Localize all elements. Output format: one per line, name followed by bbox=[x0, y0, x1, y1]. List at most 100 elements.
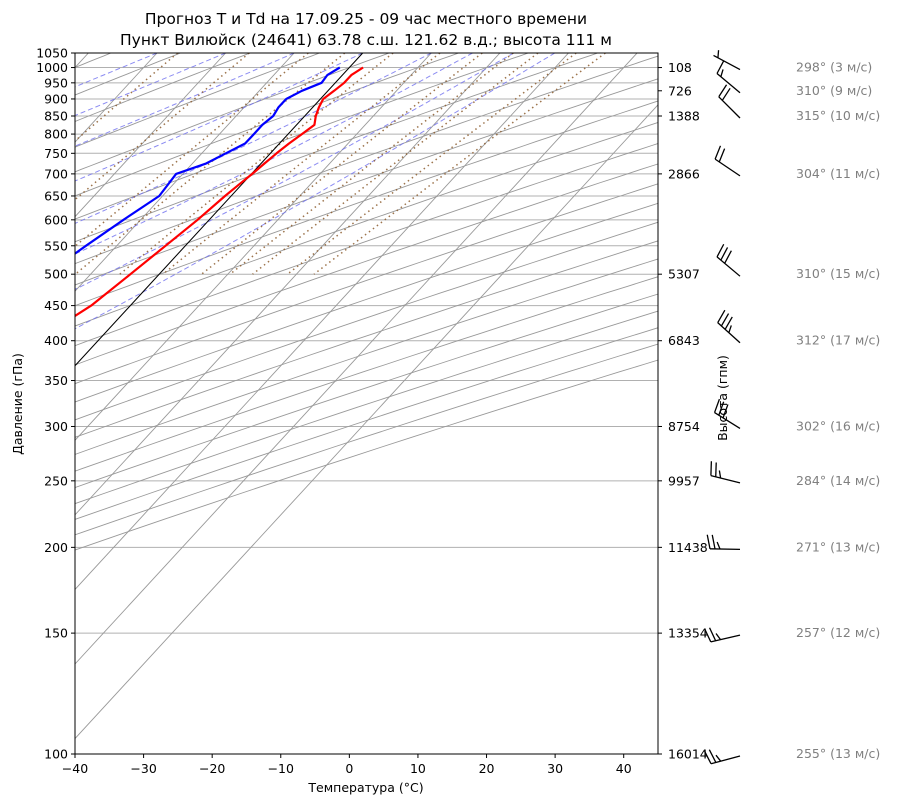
x-tick-label: −20 bbox=[199, 761, 225, 776]
y-tick-label: 700 bbox=[44, 166, 68, 181]
dry-adiabat-line bbox=[75, 310, 658, 505]
dry-adiabat-line bbox=[75, 258, 658, 455]
dry-adiabat-line bbox=[75, 240, 658, 438]
isotherm-line bbox=[75, 53, 432, 441]
dry-adiabat-line bbox=[75, 55, 658, 265]
moist-adiabat-line bbox=[75, 53, 556, 330]
height-tick-label: 8754 bbox=[668, 419, 700, 434]
height-axis-ticks: 16014 13354 11438 9957 8754 6843 5307 2866 1388 7… bbox=[658, 60, 708, 762]
isotherm-line bbox=[75, 104, 658, 740]
isotherm-line bbox=[75, 53, 226, 218]
wind-barb bbox=[703, 749, 741, 765]
y-tick-label: 550 bbox=[44, 238, 68, 253]
isotherm-line bbox=[75, 53, 569, 591]
y-tick-label: 500 bbox=[44, 267, 68, 282]
x-axis-label: Температура (°C) bbox=[307, 780, 423, 795]
zero-isotherm bbox=[75, 53, 364, 367]
wind-label: 315° (10 м/с) bbox=[796, 108, 880, 123]
y-tick-label: 450 bbox=[44, 298, 68, 313]
mixing-ratio-line bbox=[162, 53, 441, 275]
dry-adiabat-line bbox=[75, 293, 658, 489]
plot-frame bbox=[74, 52, 659, 755]
x-tick-label: 20 bbox=[479, 761, 495, 776]
profiles bbox=[75, 66, 364, 318]
x-tick-label: −10 bbox=[268, 761, 294, 776]
wind-barb bbox=[710, 461, 741, 484]
mixing-ratio-line bbox=[286, 53, 577, 275]
moist-adiabat-line bbox=[75, 53, 432, 224]
wind-label: 304° (11 м/с) bbox=[796, 166, 880, 181]
moist-adiabat-line bbox=[75, 53, 473, 255]
dry-adiabat-line bbox=[75, 343, 658, 536]
height-tick-label: 9957 bbox=[668, 473, 700, 488]
dry-adiabat-line bbox=[75, 53, 529, 220]
x-tick-label: 10 bbox=[410, 761, 426, 776]
x-tick-label: −40 bbox=[62, 761, 88, 776]
x-tick-label: 30 bbox=[547, 761, 563, 776]
wind-barb bbox=[704, 627, 741, 643]
y-tick-label: 1050 bbox=[36, 46, 68, 61]
wind-label: 271° (13 м/с) bbox=[796, 539, 880, 554]
dry-adiabat-line bbox=[75, 122, 658, 327]
dry-adiabat-line bbox=[75, 78, 658, 286]
dry-adiabat-line bbox=[75, 53, 251, 122]
y-tick-label: 150 bbox=[44, 626, 68, 641]
height-tick-label: 108 bbox=[668, 60, 692, 75]
dry-adiabat-line bbox=[75, 276, 658, 472]
height-axis-label: Высота (гпм) bbox=[715, 355, 730, 441]
isotherm-line bbox=[75, 53, 638, 665]
mixing-ratio-line bbox=[119, 53, 394, 275]
x-tick-label: 40 bbox=[616, 761, 632, 776]
moist-adiabat-line bbox=[75, 53, 514, 290]
y-tick-label: 750 bbox=[44, 146, 68, 161]
height-tick-label: 11438 bbox=[668, 540, 708, 555]
height-tick-label: 16014 bbox=[668, 747, 708, 762]
y-tick-label: 1000 bbox=[36, 60, 68, 75]
y-tick-label: 850 bbox=[44, 108, 68, 123]
mixing-ratio-line bbox=[75, 53, 309, 248]
wind-barb bbox=[713, 398, 741, 430]
dry-adiabat-line bbox=[75, 202, 658, 403]
dry-adiabats bbox=[75, 53, 658, 551]
height-tick-label: 1388 bbox=[668, 108, 700, 123]
plot-area bbox=[75, 53, 658, 754]
dry-adiabat-line bbox=[75, 53, 181, 96]
dry-adiabat-line bbox=[75, 53, 598, 243]
dry-adiabat-line bbox=[75, 359, 658, 551]
wind-label: 257° (12 м/с) bbox=[796, 625, 880, 640]
mixing-ratio-line bbox=[201, 53, 483, 275]
isotherm-line bbox=[75, 53, 501, 516]
mixing-ratio-line bbox=[75, 53, 250, 201]
mixing-ratio-lines bbox=[75, 53, 606, 275]
wind-barb bbox=[716, 243, 741, 277]
dry-adiabat-line bbox=[75, 163, 658, 366]
y-tick-label: 600 bbox=[44, 212, 68, 227]
temperature-profile-line bbox=[75, 66, 364, 318]
y-tick-label: 350 bbox=[44, 373, 68, 388]
y-tick-label: 200 bbox=[44, 540, 68, 555]
dry-adiabat-line bbox=[75, 100, 658, 307]
chart-title: Прогноз T и Td на 17.09.25 - 09 час мест… bbox=[145, 10, 587, 28]
y-tick-label: 100 bbox=[44, 747, 68, 762]
zero-isotherm-line bbox=[75, 53, 364, 367]
chart-subtitle: Пункт Вилюйск (24641) 63.78 с.ш. 121.62 … bbox=[120, 31, 612, 49]
wind-labels: 255° (13 м/с) 257° (12 м/с) 271° (13 м/с) 2… bbox=[796, 60, 880, 761]
moist-adiabat-line bbox=[75, 53, 226, 117]
y-tick-label: 950 bbox=[44, 75, 68, 90]
dewpoint-profile-line bbox=[75, 66, 341, 255]
x-tick-label: 0 bbox=[345, 761, 353, 776]
moist-adiabat-line bbox=[75, 53, 295, 147]
height-tick-label: 5307 bbox=[668, 267, 700, 282]
dry-adiabat-line bbox=[75, 221, 658, 421]
wind-barbs bbox=[703, 50, 741, 765]
wind-label: 302° (16 м/с) bbox=[796, 418, 880, 433]
y-axis-ticks: 100 150 200 250 300 350 400 450 500 550 600 650 700 7… bbox=[36, 46, 75, 762]
y-axis-label: Давление (гПа) bbox=[10, 353, 25, 455]
mixing-ratio-line bbox=[313, 53, 606, 275]
wind-label: 310° (15 м/с) bbox=[796, 266, 880, 281]
x-axis-ticks: −40 −30 −20 −10 0 10 20 30 40 bbox=[62, 754, 632, 776]
dry-adiabat-line bbox=[75, 327, 658, 520]
x-tick-label: −30 bbox=[130, 761, 156, 776]
moist-adiabat-line bbox=[75, 53, 363, 182]
